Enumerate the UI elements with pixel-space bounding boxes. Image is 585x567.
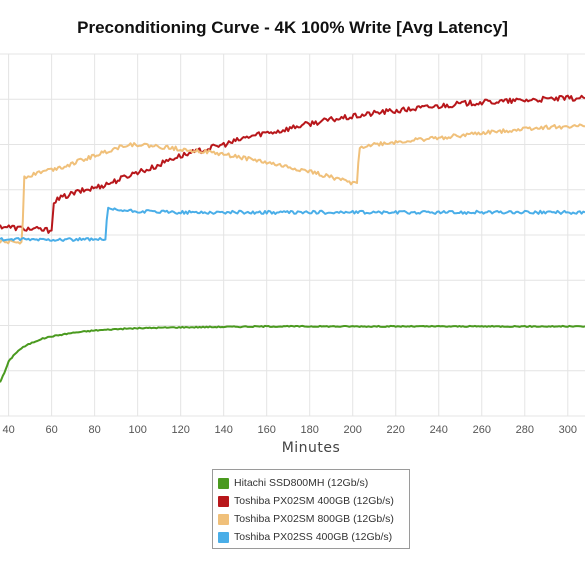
x-tick-label: 60 [45, 424, 57, 436]
legend-item[interactable]: Toshiba PX02SS 400GB (12Gb/s) [213, 528, 409, 546]
x-tick-label: 80 [89, 424, 101, 436]
legend-item[interactable]: Hitachi SSD800MH (12Gb/s) [213, 474, 409, 492]
legend-item[interactable]: Toshiba PX02SM 800GB (12Gb/s) [213, 510, 409, 528]
series-line-4 [0, 206, 585, 242]
legend-swatch [218, 531, 229, 543]
x-tick-label: 200 [344, 424, 362, 436]
legend-swatch [218, 513, 229, 525]
x-tick-label: 280 [516, 424, 534, 436]
series-line-1 [0, 324, 585, 383]
x-tick-label: 40 [2, 424, 14, 436]
legend-swatch [218, 495, 229, 507]
x-tick-label: 100 [128, 424, 146, 436]
x-tick-label: 180 [301, 424, 319, 436]
x-tick-label: 300 [559, 424, 577, 436]
x-tick-labels: 40 60 80 100 120 140 160 180 200 220 240 260 280 300 [2, 424, 576, 436]
legend-item[interactable]: Toshiba PX02SM 400GB (12Gb/s) [213, 492, 409, 510]
x-tick-label: 140 [214, 424, 232, 436]
legend-swatch [218, 477, 229, 489]
x-tick-label: 220 [387, 424, 405, 436]
legend-label: Toshiba PX02SM 400GB (12Gb/s) [234, 495, 394, 507]
x-tick-label: 160 [258, 424, 276, 436]
x-tick-label: 240 [430, 424, 448, 436]
legend-label: Toshiba PX02SM 800GB (12Gb/s) [234, 513, 394, 525]
chart-title: Preconditioning Curve - 4K 100% Write [A… [77, 18, 508, 37]
legend-label: Hitachi SSD800MH (12Gb/s) [234, 477, 369, 489]
x-tick-label: 260 [473, 424, 491, 436]
legend-label: Toshiba PX02SS 400GB (12Gb/s) [234, 531, 393, 543]
legend: Hitachi SSD800MH (12Gb/s) Toshiba PX02SM … [212, 469, 410, 549]
grid-lines [0, 53, 585, 417]
x-axis-label: Minutes [281, 440, 341, 456]
series-lines [0, 94, 585, 383]
series-line-3 [0, 123, 585, 245]
series-line-2 [0, 94, 585, 234]
x-tick-label: 120 [171, 424, 189, 436]
